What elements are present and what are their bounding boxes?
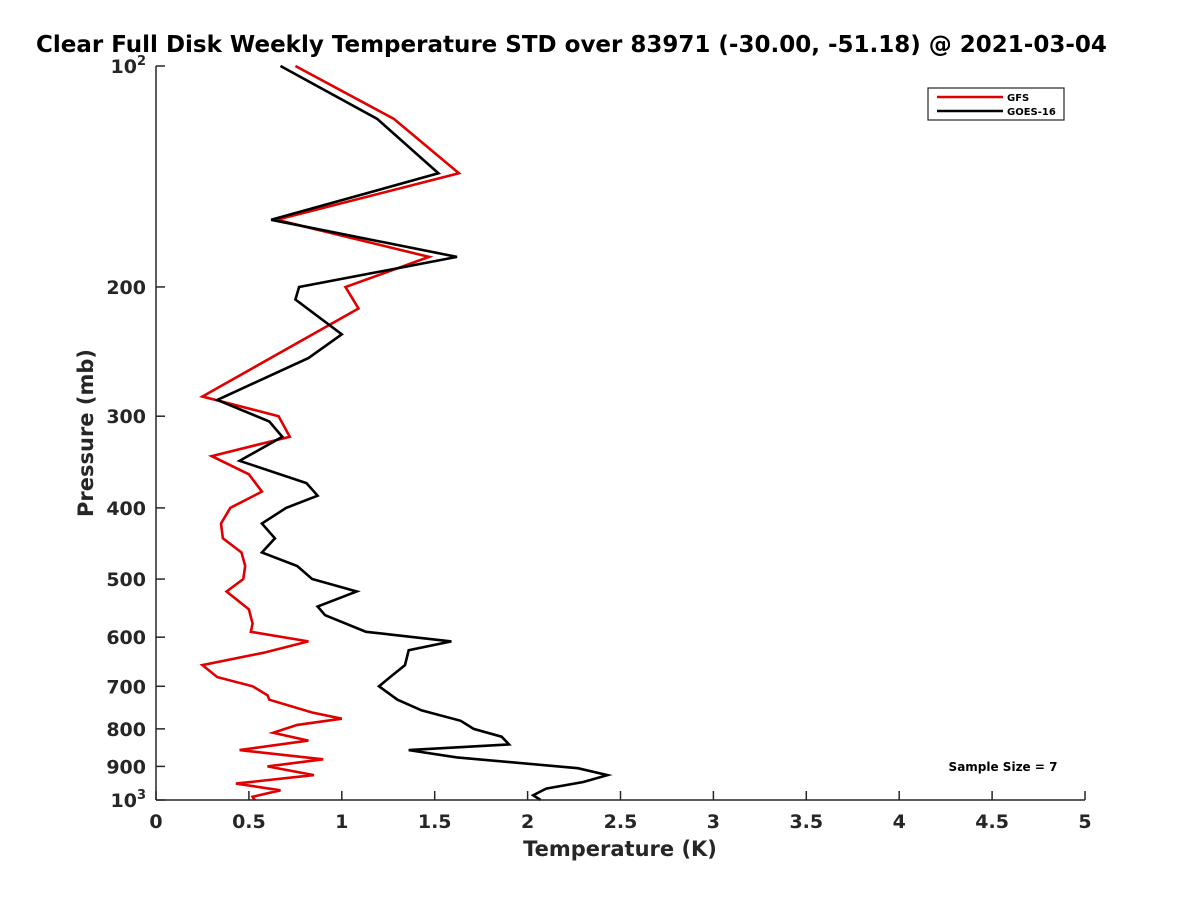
x-tick-label: 0.5	[232, 811, 266, 833]
x-tick-label: 1.5	[418, 811, 452, 833]
y-tick-label: 600	[106, 627, 146, 649]
x-tick-label: 2	[521, 811, 534, 833]
y-tick-label: 300	[106, 406, 146, 428]
legend: GFS GOES-16	[927, 87, 1065, 121]
x-tick-label: 4.5	[975, 811, 1009, 833]
y-tick-label: 900	[106, 756, 146, 778]
series-line-gfs	[198, 64, 462, 801]
y-tick-label: 500	[106, 569, 146, 591]
y-tick-label: 103	[111, 788, 147, 812]
x-tick-label: 3	[707, 811, 720, 833]
legend-entry: GOES-16	[1007, 107, 1056, 118]
sample-size-annotation: Sample Size = 7	[949, 760, 1058, 774]
x-tick-label: 3.5	[789, 811, 823, 833]
y-tick-label: 400	[106, 498, 146, 520]
y-tick-label: 102	[111, 54, 147, 78]
y-tick-label: 700	[106, 676, 146, 698]
x-tick-label: 1	[335, 811, 348, 833]
y-tick-label: 800	[106, 719, 146, 741]
x-axis-label: Temperature (K)	[523, 837, 717, 861]
x-tick-label: 2.5	[604, 811, 638, 833]
x-tick-label: 5	[1078, 811, 1091, 833]
y-axis-label: Pressure (mb)	[74, 349, 98, 517]
legend-entry: GFS	[1007, 93, 1029, 104]
chart-title: Clear Full Disk Weekly Temperature STD o…	[36, 32, 1107, 58]
series-line-goes-16	[214, 64, 613, 802]
axes: 0 0.5 1 1.5 2 2.5 3 3.5 4 4.5 5 102 200 300 400 500 600 7…	[106, 54, 1091, 833]
x-tick-label: 0	[149, 811, 162, 833]
x-tick-label: 4	[893, 811, 906, 833]
legend-box	[927, 87, 1065, 121]
y-tick-label: 200	[106, 277, 146, 299]
series-lines	[198, 64, 613, 802]
